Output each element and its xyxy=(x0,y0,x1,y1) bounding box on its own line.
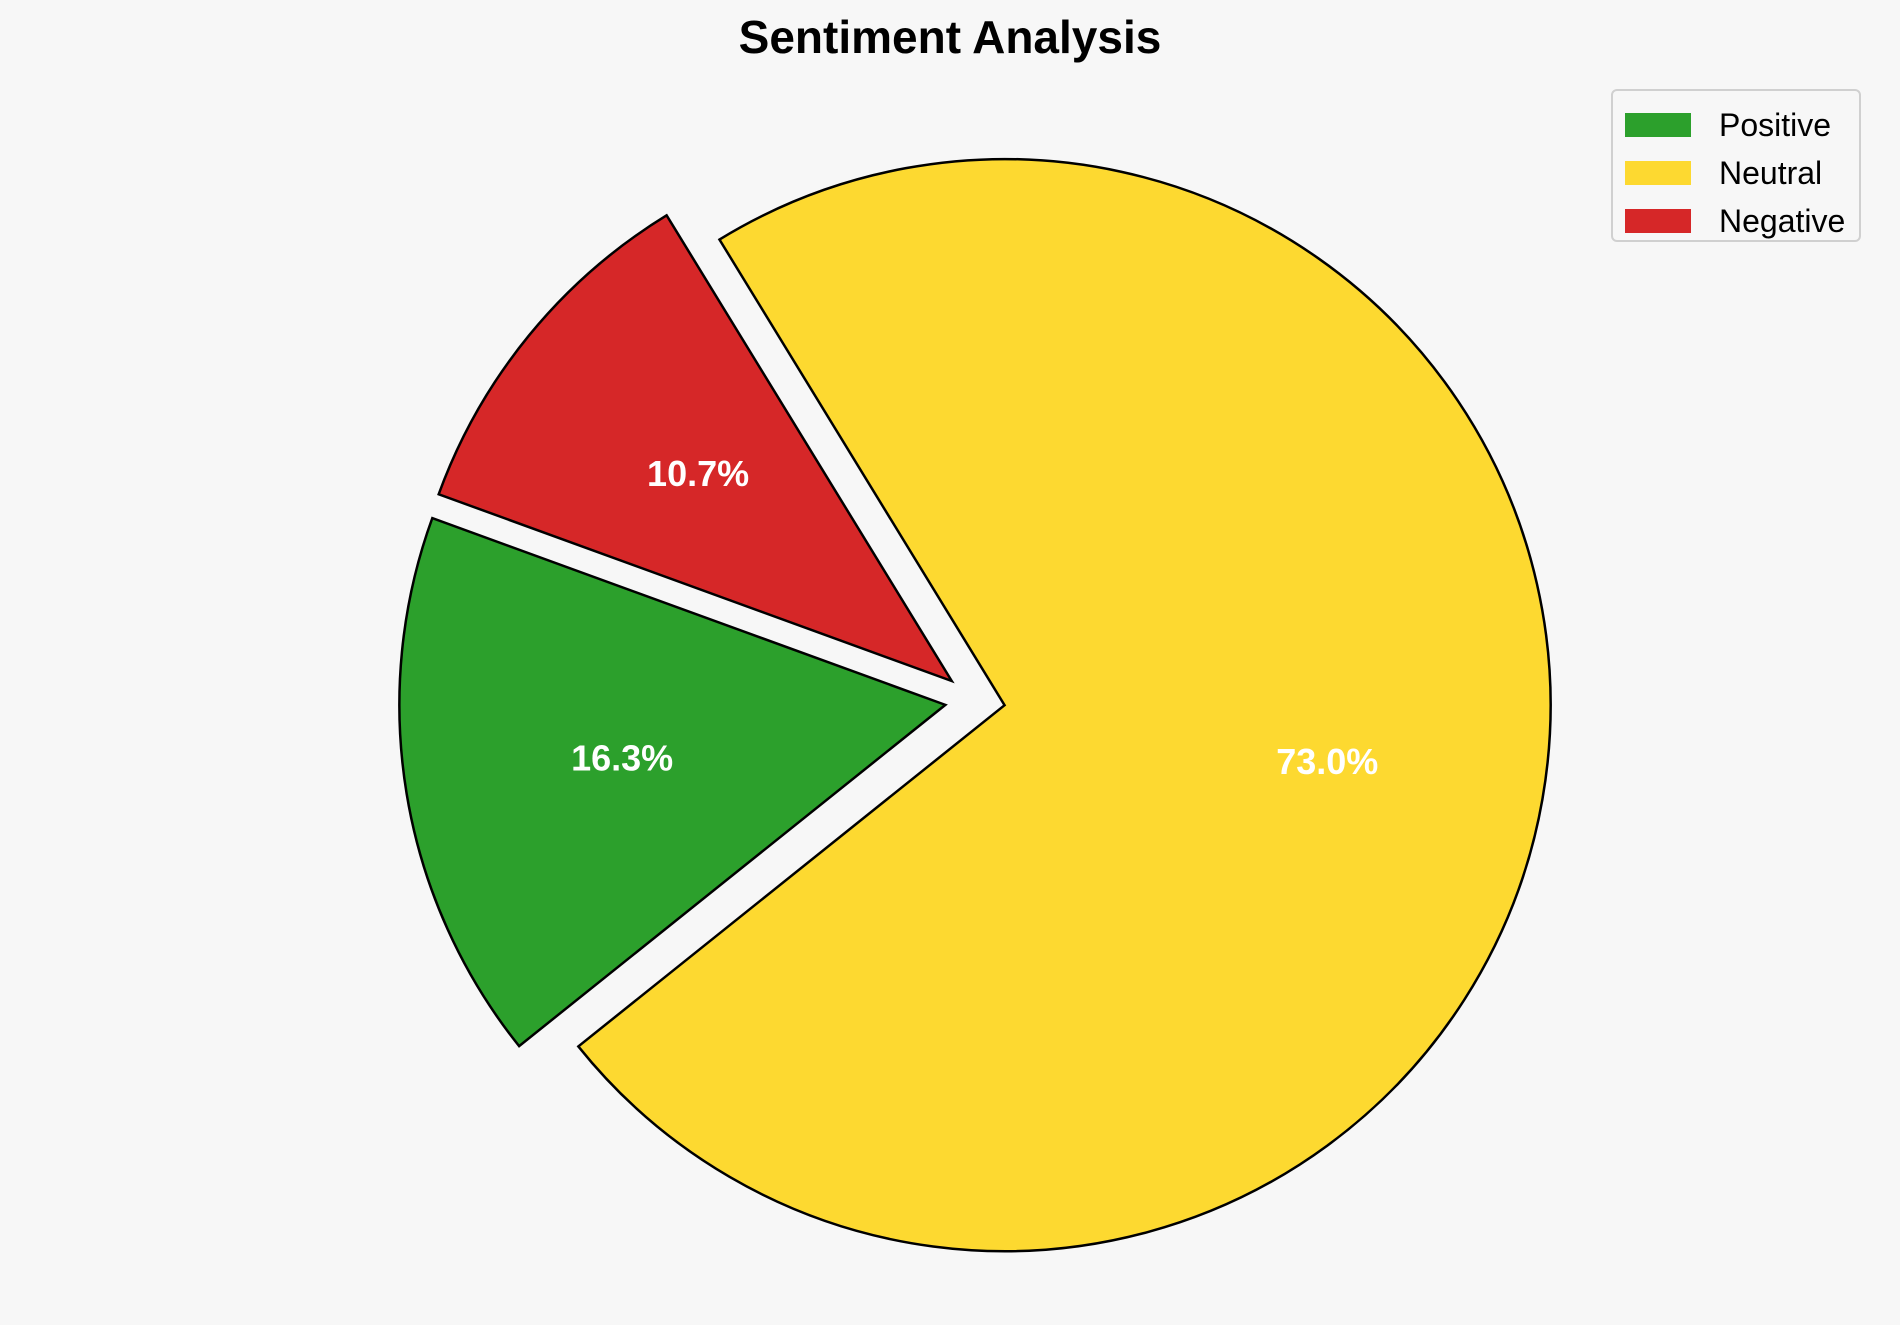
pie-label-positive: 16.3% xyxy=(571,738,673,779)
legend-label-negative: Negative xyxy=(1719,202,1846,239)
legend-swatch-positive xyxy=(1625,113,1691,137)
legend-label-positive: Positive xyxy=(1719,106,1832,143)
pie-slice-negative xyxy=(437,213,955,684)
pie-label-neutral: 73.0% xyxy=(1276,741,1378,782)
legend-label-neutral: Neutral xyxy=(1719,154,1823,191)
pie-slice-neutral xyxy=(576,157,1552,1253)
legend-swatch-neutral xyxy=(1625,161,1691,185)
legend-swatch-negative xyxy=(1625,209,1691,233)
chart-title: Sentiment Analysis xyxy=(738,11,1162,63)
legend: Positive Neutral Negative xyxy=(1611,89,1861,242)
legend-item-positive: Positive xyxy=(1625,101,1859,149)
pie-label-negative: 10.7% xyxy=(647,453,749,494)
pie-slice-positive xyxy=(398,516,948,1048)
legend-item-neutral: Neutral xyxy=(1625,149,1859,197)
legend-item-negative: Negative xyxy=(1625,197,1859,245)
